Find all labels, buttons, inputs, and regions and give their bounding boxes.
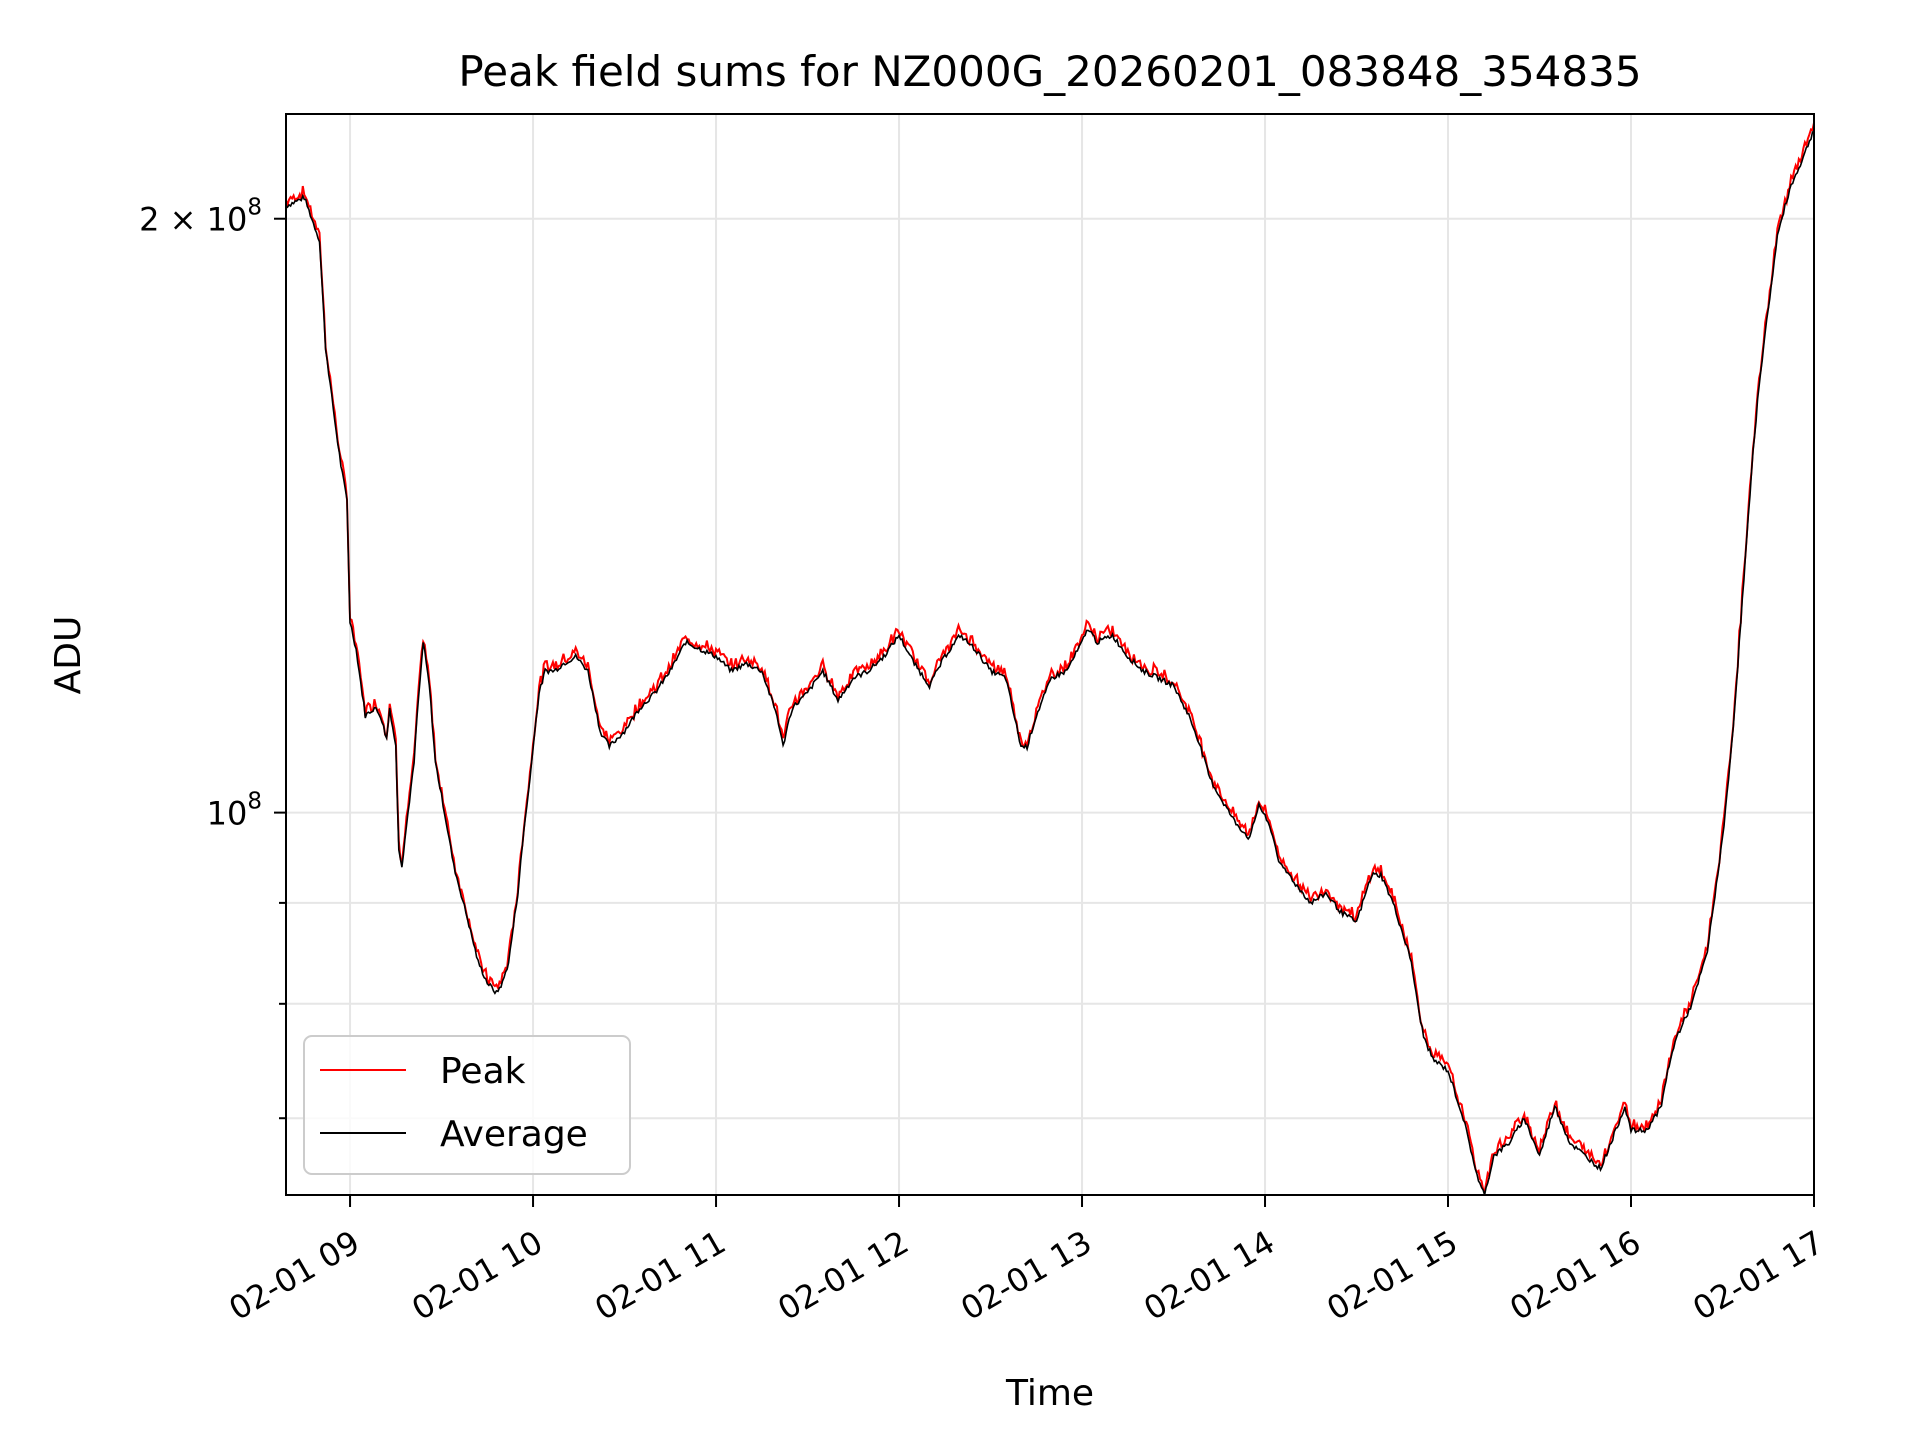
y-tick-label: 2 × 108 [139, 195, 262, 239]
legend-label-peak: Peak [440, 1051, 526, 1092]
series-line-average [285, 131, 1815, 1196]
y-tick-label: 108 [207, 789, 262, 833]
chart-title: Peak field sums for NZ000G_20260201_0838… [458, 47, 1641, 96]
y-axis-label: ADU [48, 616, 89, 695]
legend: Peak Average [303, 1035, 631, 1175]
legend-label-average: Average [440, 1114, 588, 1155]
series-layer [285, 122, 1815, 1196]
plot-frame [285, 113, 1815, 1196]
x-axis-label: Time [1005, 1373, 1094, 1414]
y-axis: 108 2 × 108 [139, 195, 286, 1120]
series-line-peak [285, 122, 1815, 1195]
